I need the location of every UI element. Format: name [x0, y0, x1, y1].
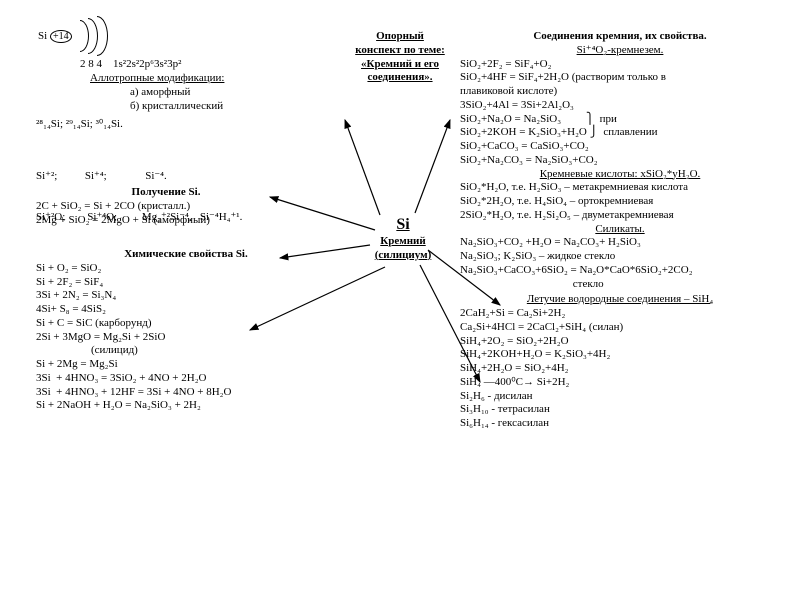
page: Si +14 2 8 4 1s²2s²2p⁶3s²3p² Аллотропные…	[0, 0, 800, 600]
arrows-layer	[0, 0, 800, 600]
